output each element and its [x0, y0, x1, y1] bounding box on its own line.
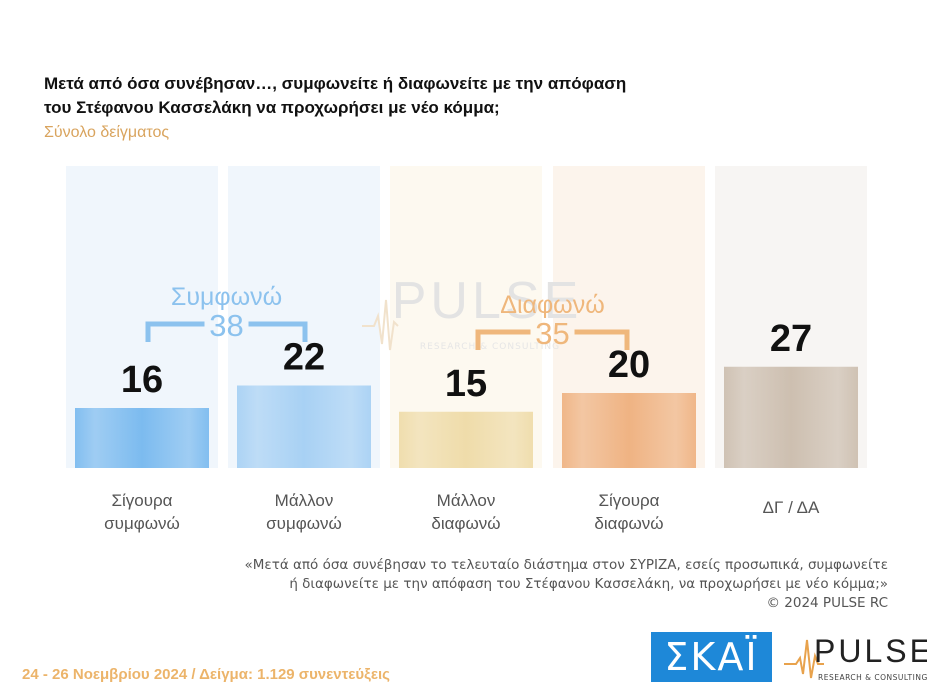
bar-1 — [75, 408, 209, 468]
data-label-1: 16 — [121, 359, 163, 401]
group-label-agree: Συμφωνώ — [171, 283, 282, 311]
bar-3 — [399, 411, 533, 468]
category-label-1-line-1: Σίγουρα — [111, 491, 172, 510]
pulse-logo-text: PULSE — [814, 633, 927, 669]
category-label-1-line-2: συμφωνώ — [104, 514, 180, 533]
chart-subtitle: Σύνολο δείγματος — [44, 124, 170, 141]
quote-line-1: «Μετά από όσα συνέβησαν το τελευταίο διά… — [244, 557, 889, 573]
skai-logo: ΣΚΑΪ — [651, 632, 772, 682]
group-bracket-left-agree — [145, 321, 205, 342]
quote-line-2: ή διαφωνείτε με την απόφαση του Στέφανου… — [289, 576, 888, 592]
category-label-3-line-1: Μάλλον — [437, 491, 496, 510]
chart-title: Μετά από όσα συνέβησαν…, συμφωνείτε ή δι… — [44, 72, 744, 120]
data-label-3: 15 — [445, 363, 487, 405]
survey-dates-sample: 24 - 26 Νοεμβρίου 2024 / Δείγμα: 1.129 σ… — [22, 666, 390, 683]
watermark-wave-icon — [362, 299, 399, 351]
group-bracket-right-agree — [248, 321, 308, 342]
category-label-4-line-2: διαφωνώ — [594, 514, 663, 533]
category-label-5-line-1: ΔΓ / ΔΑ — [763, 498, 820, 517]
group-label-disagree: Διαφωνώ — [500, 291, 604, 319]
bar-5 — [724, 366, 858, 468]
copyright: © 2024 PULSE RC — [766, 595, 888, 611]
data-label-4: 20 — [608, 344, 650, 386]
question-quote: «Μετά από όσα συνέβησαν το τελευταίο διά… — [168, 556, 889, 613]
category-label-3-line-2: διαφωνώ — [431, 514, 500, 533]
title-line-2: του Στέφανου Κασσελάκη να προχωρήσει με … — [44, 98, 500, 117]
group-bracket-right-disagree — [574, 329, 630, 350]
pulse-logo-sub: RESEARCH & CONSULTING — [818, 673, 927, 682]
bar-4 — [562, 393, 696, 468]
bar-chart: PULSE RESEARCH & CONSULTING 16 22 15 20 27 Σίγο… — [66, 166, 867, 533]
title-line-1: Μετά από όσα συνέβησαν…, συμφωνείτε ή δι… — [44, 74, 627, 93]
group-bracket-left-disagree — [475, 329, 531, 350]
group-total-disagree: 35 — [535, 316, 569, 351]
bar-2 — [237, 385, 371, 468]
data-label-5: 27 — [770, 318, 812, 360]
data-label-2: 22 — [283, 337, 325, 379]
category-label-2-line-1: Μάλλον — [275, 491, 334, 510]
group-total-agree: 38 — [209, 308, 243, 343]
watermark-subtext: RESEARCH & CONSULTING — [420, 342, 560, 352]
pulse-logo: PULSE RESEARCH & CONSULTING — [784, 633, 927, 682]
category-label-2-line-2: συμφωνώ — [266, 514, 342, 533]
watermark-text: PULSE — [392, 272, 583, 330]
pulse-wave-icon — [784, 639, 824, 679]
category-label-4-line-1: Σίγουρα — [598, 491, 659, 510]
skai-logo-text: ΣΚΑΪ — [664, 635, 759, 679]
